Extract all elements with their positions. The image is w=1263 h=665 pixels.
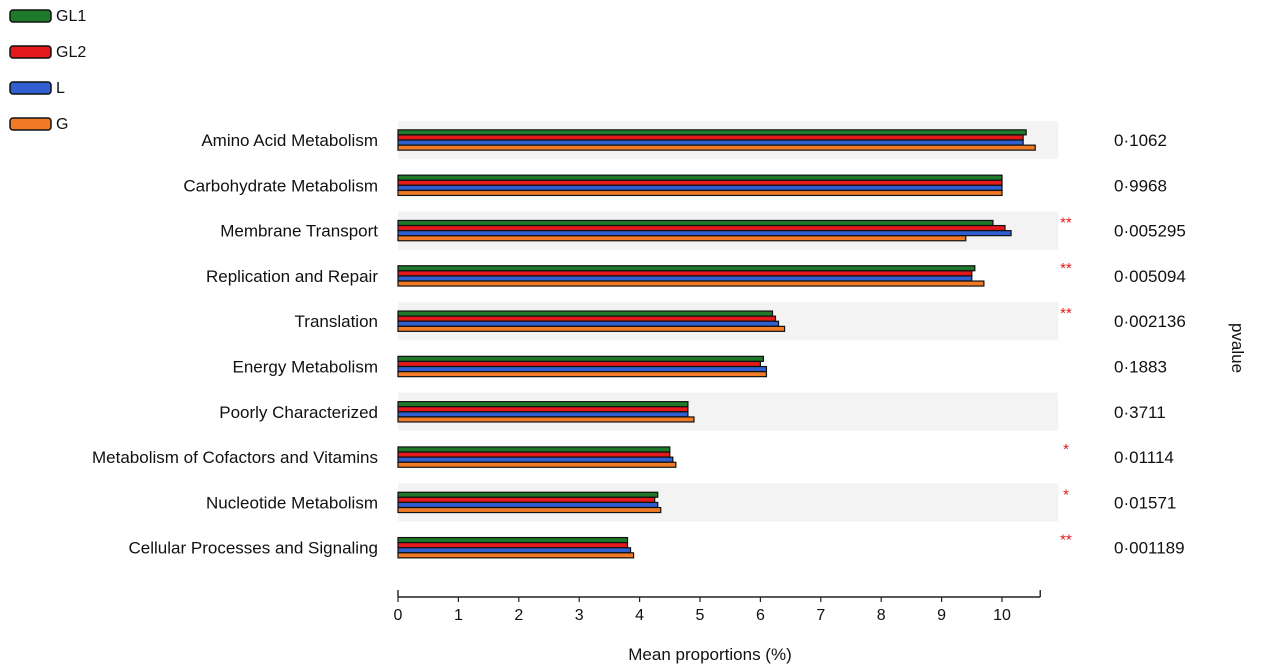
bar-gl1 <box>397 536 629 544</box>
bar-g <box>397 552 635 559</box>
bar-g <box>397 235 967 242</box>
bar-gl1 <box>397 265 976 272</box>
bar-l <box>397 365 768 373</box>
x-tick-label: 1 <box>454 607 463 624</box>
bar-l <box>397 230 1012 237</box>
legend-label-l: L <box>56 80 65 97</box>
bar-gl2 <box>397 315 777 322</box>
bar-g <box>397 325 786 332</box>
category-label: Poorly Characterized <box>219 403 378 422</box>
category-label: Energy Metabolism <box>232 358 378 377</box>
pvalue-label: 0·005295 <box>1114 222 1186 241</box>
pvalue-label: 0·001189 <box>1114 539 1185 558</box>
bar-g <box>397 189 1003 197</box>
x-tick-label: 7 <box>816 607 825 624</box>
x-tick-label: 3 <box>575 607 584 624</box>
bars <box>397 129 1036 559</box>
bar-gl2 <box>397 451 671 458</box>
legend: GL1 GL2 L G <box>9 8 86 133</box>
legend-label-gl1: GL1 <box>56 8 86 25</box>
bar-g <box>397 371 768 378</box>
bar-gl2 <box>397 134 1024 141</box>
pvalue-axis-title: pvalue <box>1228 323 1247 373</box>
category-labels: Amino Acid Metabolism Carbohydrate Metabo… <box>92 131 378 558</box>
bar-l <box>397 547 632 554</box>
x-tick-label: 8 <box>877 607 886 624</box>
x-axis: 0 1 2 3 4 5 6 7 8 9 10 <box>394 590 1041 624</box>
x-tick-label: 5 <box>696 607 705 624</box>
bar-gl2 <box>397 406 689 413</box>
bar-g <box>397 461 677 468</box>
x-axis-title: Mean proportions (%) <box>628 645 791 664</box>
significance-marker: * <box>1063 486 1069 503</box>
bar-gl1 <box>397 355 765 362</box>
significance-marker: ** <box>1060 305 1072 322</box>
bar-gl1 <box>397 174 1003 181</box>
significance-marker: * <box>1063 441 1069 458</box>
x-tick-label: 2 <box>514 607 523 624</box>
pvalue-label: 0·9968 <box>1114 176 1167 195</box>
category-label: Membrane Transport <box>220 222 378 241</box>
category-label: Cellular Processes and Signaling <box>129 539 378 558</box>
bar-gl1 <box>397 401 689 408</box>
bar-gl1 <box>397 219 994 227</box>
pvalue-label: 0·002136 <box>1114 312 1186 331</box>
bar-l <box>397 501 659 509</box>
legend-swatch-l <box>9 81 52 95</box>
category-label: Metabolism of Cofactors and Vitamins <box>92 448 378 467</box>
significance-marker: ** <box>1060 532 1072 549</box>
category-label: Amino Acid Metabolism <box>201 131 378 150</box>
bar-g <box>397 506 662 514</box>
pvalue-label: 0·1062 <box>1114 131 1167 150</box>
legend-label-g: G <box>56 116 68 133</box>
bar-l <box>397 275 973 282</box>
bar-gl1 <box>397 446 671 453</box>
significance-markers: ********** <box>1060 215 1072 549</box>
bar-l <box>397 184 1003 191</box>
pvalue-label: 0·3711 <box>1114 403 1166 422</box>
bar-l <box>397 139 1024 146</box>
pvalue-labels: 0·1062 0·9968 0·005295 0·005094 0·002136 0·18… <box>1114 131 1186 558</box>
bar-gl2 <box>397 360 761 368</box>
category-label: Replication and Repair <box>206 267 378 286</box>
legend-swatch-gl1 <box>9 9 52 23</box>
category-label: Translation <box>295 312 378 331</box>
significance-marker: ** <box>1060 260 1072 277</box>
bar-gl2 <box>397 224 1006 232</box>
bar-g <box>397 280 985 287</box>
pvalue-label: 0·01114 <box>1114 448 1174 467</box>
bar-gl1 <box>397 310 774 317</box>
x-tick-label: 6 <box>756 607 765 624</box>
x-tick-label: 0 <box>394 607 403 624</box>
bar-gl1 <box>397 491 659 498</box>
bar-g <box>397 416 695 423</box>
pvalue-label: 0·005094 <box>1114 267 1186 286</box>
bar-gl2 <box>397 542 629 549</box>
x-tick-label: 10 <box>993 607 1011 624</box>
bar-g <box>397 144 1036 151</box>
category-label: Nucleotide Metabolism <box>206 493 378 512</box>
bar-l <box>397 320 780 327</box>
bar-gl2 <box>397 179 1003 186</box>
bar-gl1 <box>397 129 1027 136</box>
x-tick-label: 4 <box>635 607 644 624</box>
pvalue-label: 0·01571 <box>1114 493 1176 512</box>
legend-swatch-gl2 <box>9 45 52 59</box>
legend-label-gl2: GL2 <box>56 44 86 61</box>
bar-l <box>397 411 689 418</box>
x-tick-label: 9 <box>937 607 946 624</box>
bar-gl2 <box>397 496 656 503</box>
bar-l <box>397 456 674 463</box>
significance-marker: ** <box>1060 215 1072 232</box>
bar-gl2 <box>397 270 973 277</box>
category-label: Carbohydrate Metabolism <box>183 176 378 195</box>
legend-swatch-g <box>9 117 52 131</box>
pvalue-label: 0·1883 <box>1114 358 1167 377</box>
